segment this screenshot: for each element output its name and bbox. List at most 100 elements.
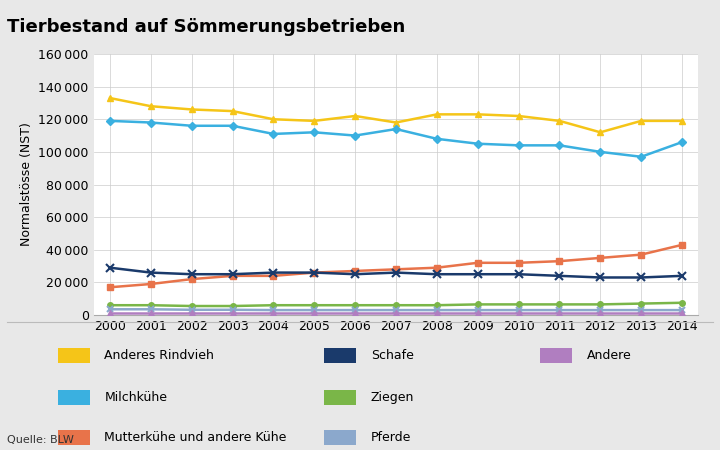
Y-axis label: Normalstösse (NST): Normalstösse (NST) [20, 122, 33, 247]
Anderes Rindvieh [146, 104, 155, 109]
Milchkühe [106, 118, 114, 124]
Andere [596, 310, 605, 315]
Mutterkühe und andere Kühe [269, 273, 278, 279]
FancyBboxPatch shape [540, 348, 572, 363]
Line: Pferde: Pferde [107, 306, 685, 314]
Line: Milchkühe: Milchkühe [107, 118, 685, 160]
Line: Anderes Rindvieh: Anderes Rindvieh [107, 94, 685, 136]
Anderes Rindvieh [269, 117, 278, 122]
Line: Ziegen: Ziegen [107, 300, 685, 309]
Mutterkühe und andere Kühe [678, 242, 686, 248]
FancyBboxPatch shape [324, 430, 356, 445]
Schafe [678, 273, 686, 279]
Pferde [474, 307, 482, 313]
Mutterkühe und andere Kühe [433, 265, 441, 270]
Pferde [514, 307, 523, 313]
Anderes Rindvieh [678, 118, 686, 124]
Andere [474, 310, 482, 315]
Andere [310, 310, 318, 315]
Milchkühe [187, 123, 196, 129]
Milchkühe [555, 143, 564, 148]
Milchkühe [596, 149, 605, 155]
Milchkühe [637, 154, 646, 159]
Text: Schafe: Schafe [371, 349, 414, 362]
Anderes Rindvieh [474, 112, 482, 117]
FancyBboxPatch shape [58, 390, 90, 405]
Milchkühe [310, 130, 318, 135]
Andere [637, 310, 646, 315]
Mutterkühe und andere Kühe [187, 276, 196, 282]
Mutterkühe und andere Kühe [228, 273, 237, 279]
FancyBboxPatch shape [58, 430, 90, 445]
Andere [351, 310, 359, 315]
Andere [269, 310, 278, 315]
Anderes Rindvieh [433, 112, 441, 117]
Anderes Rindvieh [310, 118, 318, 124]
Anderes Rindvieh [637, 118, 646, 124]
Schafe [269, 270, 278, 275]
Mutterkühe und andere Kühe [514, 260, 523, 265]
Pferde [187, 307, 196, 312]
Ziegen [228, 303, 237, 309]
Mutterkühe und andere Kühe [392, 266, 400, 272]
Mutterkühe und andere Kühe [637, 252, 646, 257]
Pferde [146, 306, 155, 312]
FancyBboxPatch shape [58, 348, 90, 363]
Anderes Rindvieh [106, 95, 114, 101]
Andere [187, 310, 196, 315]
Pferde [678, 307, 686, 313]
Anderes Rindvieh [351, 113, 359, 119]
FancyBboxPatch shape [324, 348, 356, 363]
Line: Schafe: Schafe [106, 264, 686, 282]
Ziegen [474, 302, 482, 307]
Pferde [433, 307, 441, 313]
Pferde [228, 307, 237, 312]
Andere [228, 310, 237, 315]
Schafe [474, 271, 482, 277]
Pferde [596, 307, 605, 313]
Andere [106, 310, 114, 315]
Schafe [596, 275, 605, 280]
Milchkühe [351, 133, 359, 138]
Pferde [106, 306, 114, 312]
Text: Anderes Rindvieh: Anderes Rindvieh [104, 349, 215, 362]
Schafe [555, 273, 564, 279]
Schafe [228, 271, 237, 277]
Schafe [187, 271, 196, 277]
Text: Ziegen: Ziegen [371, 391, 414, 404]
Ziegen [106, 302, 114, 308]
Ziegen [433, 302, 441, 308]
Milchkühe [474, 141, 482, 146]
Ziegen [187, 303, 196, 309]
Ziegen [146, 302, 155, 308]
Mutterkühe und andere Kühe [351, 268, 359, 274]
Mutterkühe und andere Kühe [146, 281, 155, 287]
Milchkühe [146, 120, 155, 125]
Ziegen [678, 300, 686, 306]
Milchkühe [433, 136, 441, 142]
Andere [433, 310, 441, 315]
Text: Milchkühe: Milchkühe [104, 391, 167, 404]
Milchkühe [514, 143, 523, 148]
Milchkühe [269, 131, 278, 137]
Schafe [146, 270, 155, 275]
Anderes Rindvieh [555, 118, 564, 124]
Text: Pferde: Pferde [371, 431, 411, 444]
Andere [392, 310, 400, 315]
Ziegen [310, 302, 318, 308]
FancyBboxPatch shape [324, 390, 356, 405]
Andere [678, 310, 686, 315]
Mutterkühe und andere Kühe [596, 255, 605, 261]
Pferde [637, 307, 646, 313]
Schafe [106, 265, 114, 270]
Ziegen [637, 301, 646, 306]
Text: Mutterkühe und andere Kühe: Mutterkühe und andere Kühe [104, 431, 287, 444]
Schafe [310, 270, 318, 275]
Ziegen [596, 302, 605, 307]
Line: Andere: Andere [107, 310, 685, 315]
Anderes Rindvieh [187, 107, 196, 112]
Ziegen [351, 302, 359, 308]
Text: Tierbestand auf Sömmerungsbetrieben: Tierbestand auf Sömmerungsbetrieben [7, 18, 405, 36]
Mutterkühe und andere Kühe [555, 258, 564, 264]
Ziegen [555, 302, 564, 307]
